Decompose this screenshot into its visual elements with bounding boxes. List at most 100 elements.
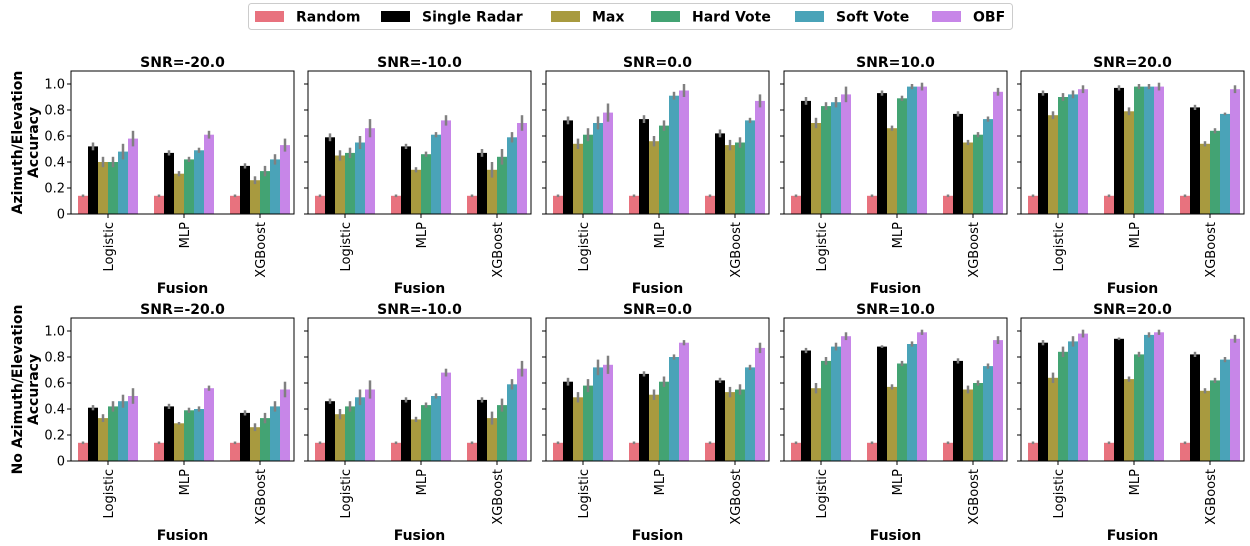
bar [118,151,128,214]
x-tick-label: MLP [1128,469,1143,495]
bar [907,344,917,461]
axes-frame [70,70,295,215]
bar [649,141,659,214]
subplot-panel: Logistic MLP XGBoost SNR=10.0 Fusion [780,302,1008,544]
bar [1180,195,1190,214]
x-tick-label: Logistic [1052,469,1067,518]
bar [1210,380,1220,461]
bar [1220,359,1230,461]
bar [128,396,138,461]
legend-label: Max [592,10,624,26]
x-tick-label: MLP [1128,222,1143,248]
bar [1068,341,1078,461]
bar [250,427,260,461]
bar [1078,89,1088,214]
bar [573,143,583,214]
legend-swatch [932,11,961,22]
bar [411,169,421,214]
bar [467,442,477,461]
y-tick-label: 0.2 [44,429,65,444]
y-axis-label: No Azimuth/ElevationAccuracy [10,305,42,475]
bar [507,384,517,461]
x-tick-label: MLP [178,469,193,495]
bar [593,123,603,214]
x-tick-label: XGBoost [967,222,982,278]
x-tick-label: MLP [178,222,193,248]
bar [953,360,963,461]
y-tick-label: 0.4 [44,403,65,418]
bar [365,128,375,214]
x-axis-label: Fusion [632,281,684,297]
bar [993,340,1003,461]
bar [345,152,355,214]
x-tick-label: XGBoost [491,222,506,278]
subplot-title: SNR=20.0 [1093,55,1172,71]
bar [841,94,851,214]
bar [1190,354,1200,461]
bar [1154,332,1164,461]
bar [553,195,563,214]
bar [1134,86,1144,214]
bar [270,406,280,461]
x-axis-label: Fusion [632,528,684,544]
bar [88,146,98,214]
bar [735,142,745,214]
bar [431,396,441,461]
bar [1028,442,1038,461]
bar [1200,143,1210,214]
bar [401,399,411,461]
bar [184,410,194,461]
bar [1114,338,1124,461]
bar [335,414,345,461]
bar [174,173,184,214]
bar [204,388,214,461]
x-tick-label: Logistic [577,222,592,271]
bar [1068,94,1078,214]
bar [411,419,421,461]
bar [391,195,401,214]
bar [1114,87,1124,214]
bar [421,154,431,214]
bar [887,128,897,214]
bar [983,119,993,214]
bar [1104,195,1114,214]
bar [174,423,184,461]
bar [108,406,118,461]
bar [877,93,887,214]
y-tick-label: 0 [57,208,65,223]
bar [669,95,679,214]
subplot-title: SNR=0.0 [623,302,692,318]
bar [355,142,365,214]
x-tick-label: MLP [415,222,430,248]
bar [973,134,983,214]
bar [791,442,801,461]
bar [497,156,507,214]
bar [108,162,118,214]
bar [270,159,280,214]
bar [345,406,355,461]
bar [821,360,831,461]
bar [1058,351,1068,461]
y-tick-label: 1.0 [44,325,65,340]
bar [629,442,639,461]
bar [553,442,563,461]
bar [154,195,164,214]
subplot-panel: Logistic MLP XGBoost SNR=20.0 Fusion [1017,302,1245,544]
bar [831,102,841,214]
bar [1028,195,1038,214]
bar [280,145,290,214]
x-axis-label: Fusion [394,528,446,544]
legend-entry: Max [551,10,624,26]
x-tick-label: XGBoost [729,222,744,278]
bar [745,120,755,214]
legend-label: Single Radar [422,10,523,26]
subplot-title: SNR=10.0 [856,55,935,71]
legend-swatch [795,11,824,22]
y-tick-label: 0.6 [44,377,65,392]
bar [907,86,917,214]
bar [477,152,487,214]
bar [467,195,477,214]
y-axis-label-line: Accuracy [26,354,42,425]
bar [315,195,325,214]
